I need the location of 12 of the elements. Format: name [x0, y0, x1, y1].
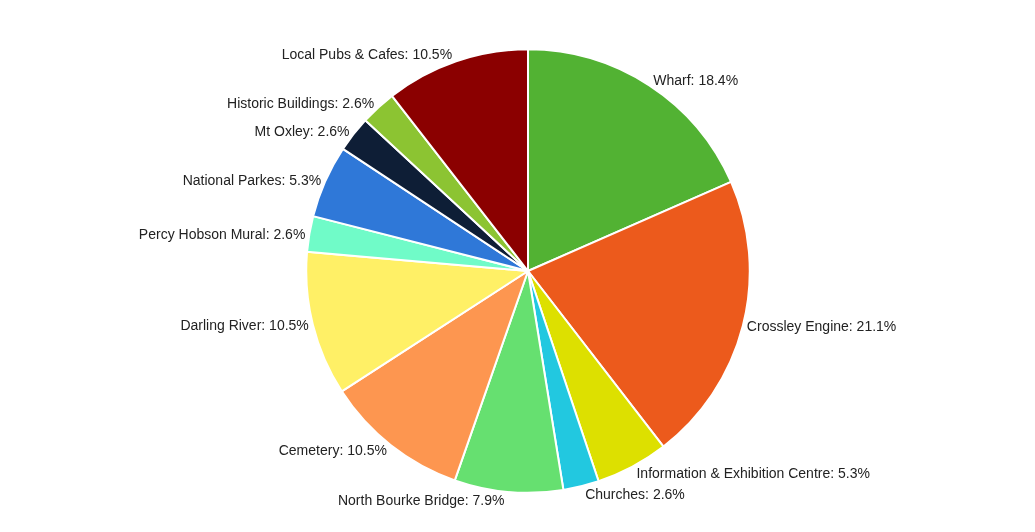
slice-label: Mt Oxley: 2.6% — [254, 123, 350, 140]
slice-label: Crossley Engine: 21.1% — [746, 318, 897, 335]
slice-label: Percy Hobson Mural: 2.6% — [138, 225, 306, 242]
slice-label: Historic Buildings: 2.6% — [227, 95, 375, 112]
slice-label: Darling River: 10.5% — [180, 316, 309, 333]
slice-label: Local Pubs & Cafes: 10.5% — [281, 46, 453, 63]
slice-label: Wharf: 18.4% — [653, 71, 739, 88]
slice-label: Churches: 2.6% — [585, 485, 685, 502]
slice-label: North Bourke Bridge: 7.9% — [337, 491, 505, 508]
slice-label: Information & Exhibition Centre: 5.3% — [636, 464, 870, 481]
slice-label: Cemetery: 10.5% — [278, 442, 387, 459]
slice-label: National Parkes: 5.3% — [182, 171, 322, 188]
